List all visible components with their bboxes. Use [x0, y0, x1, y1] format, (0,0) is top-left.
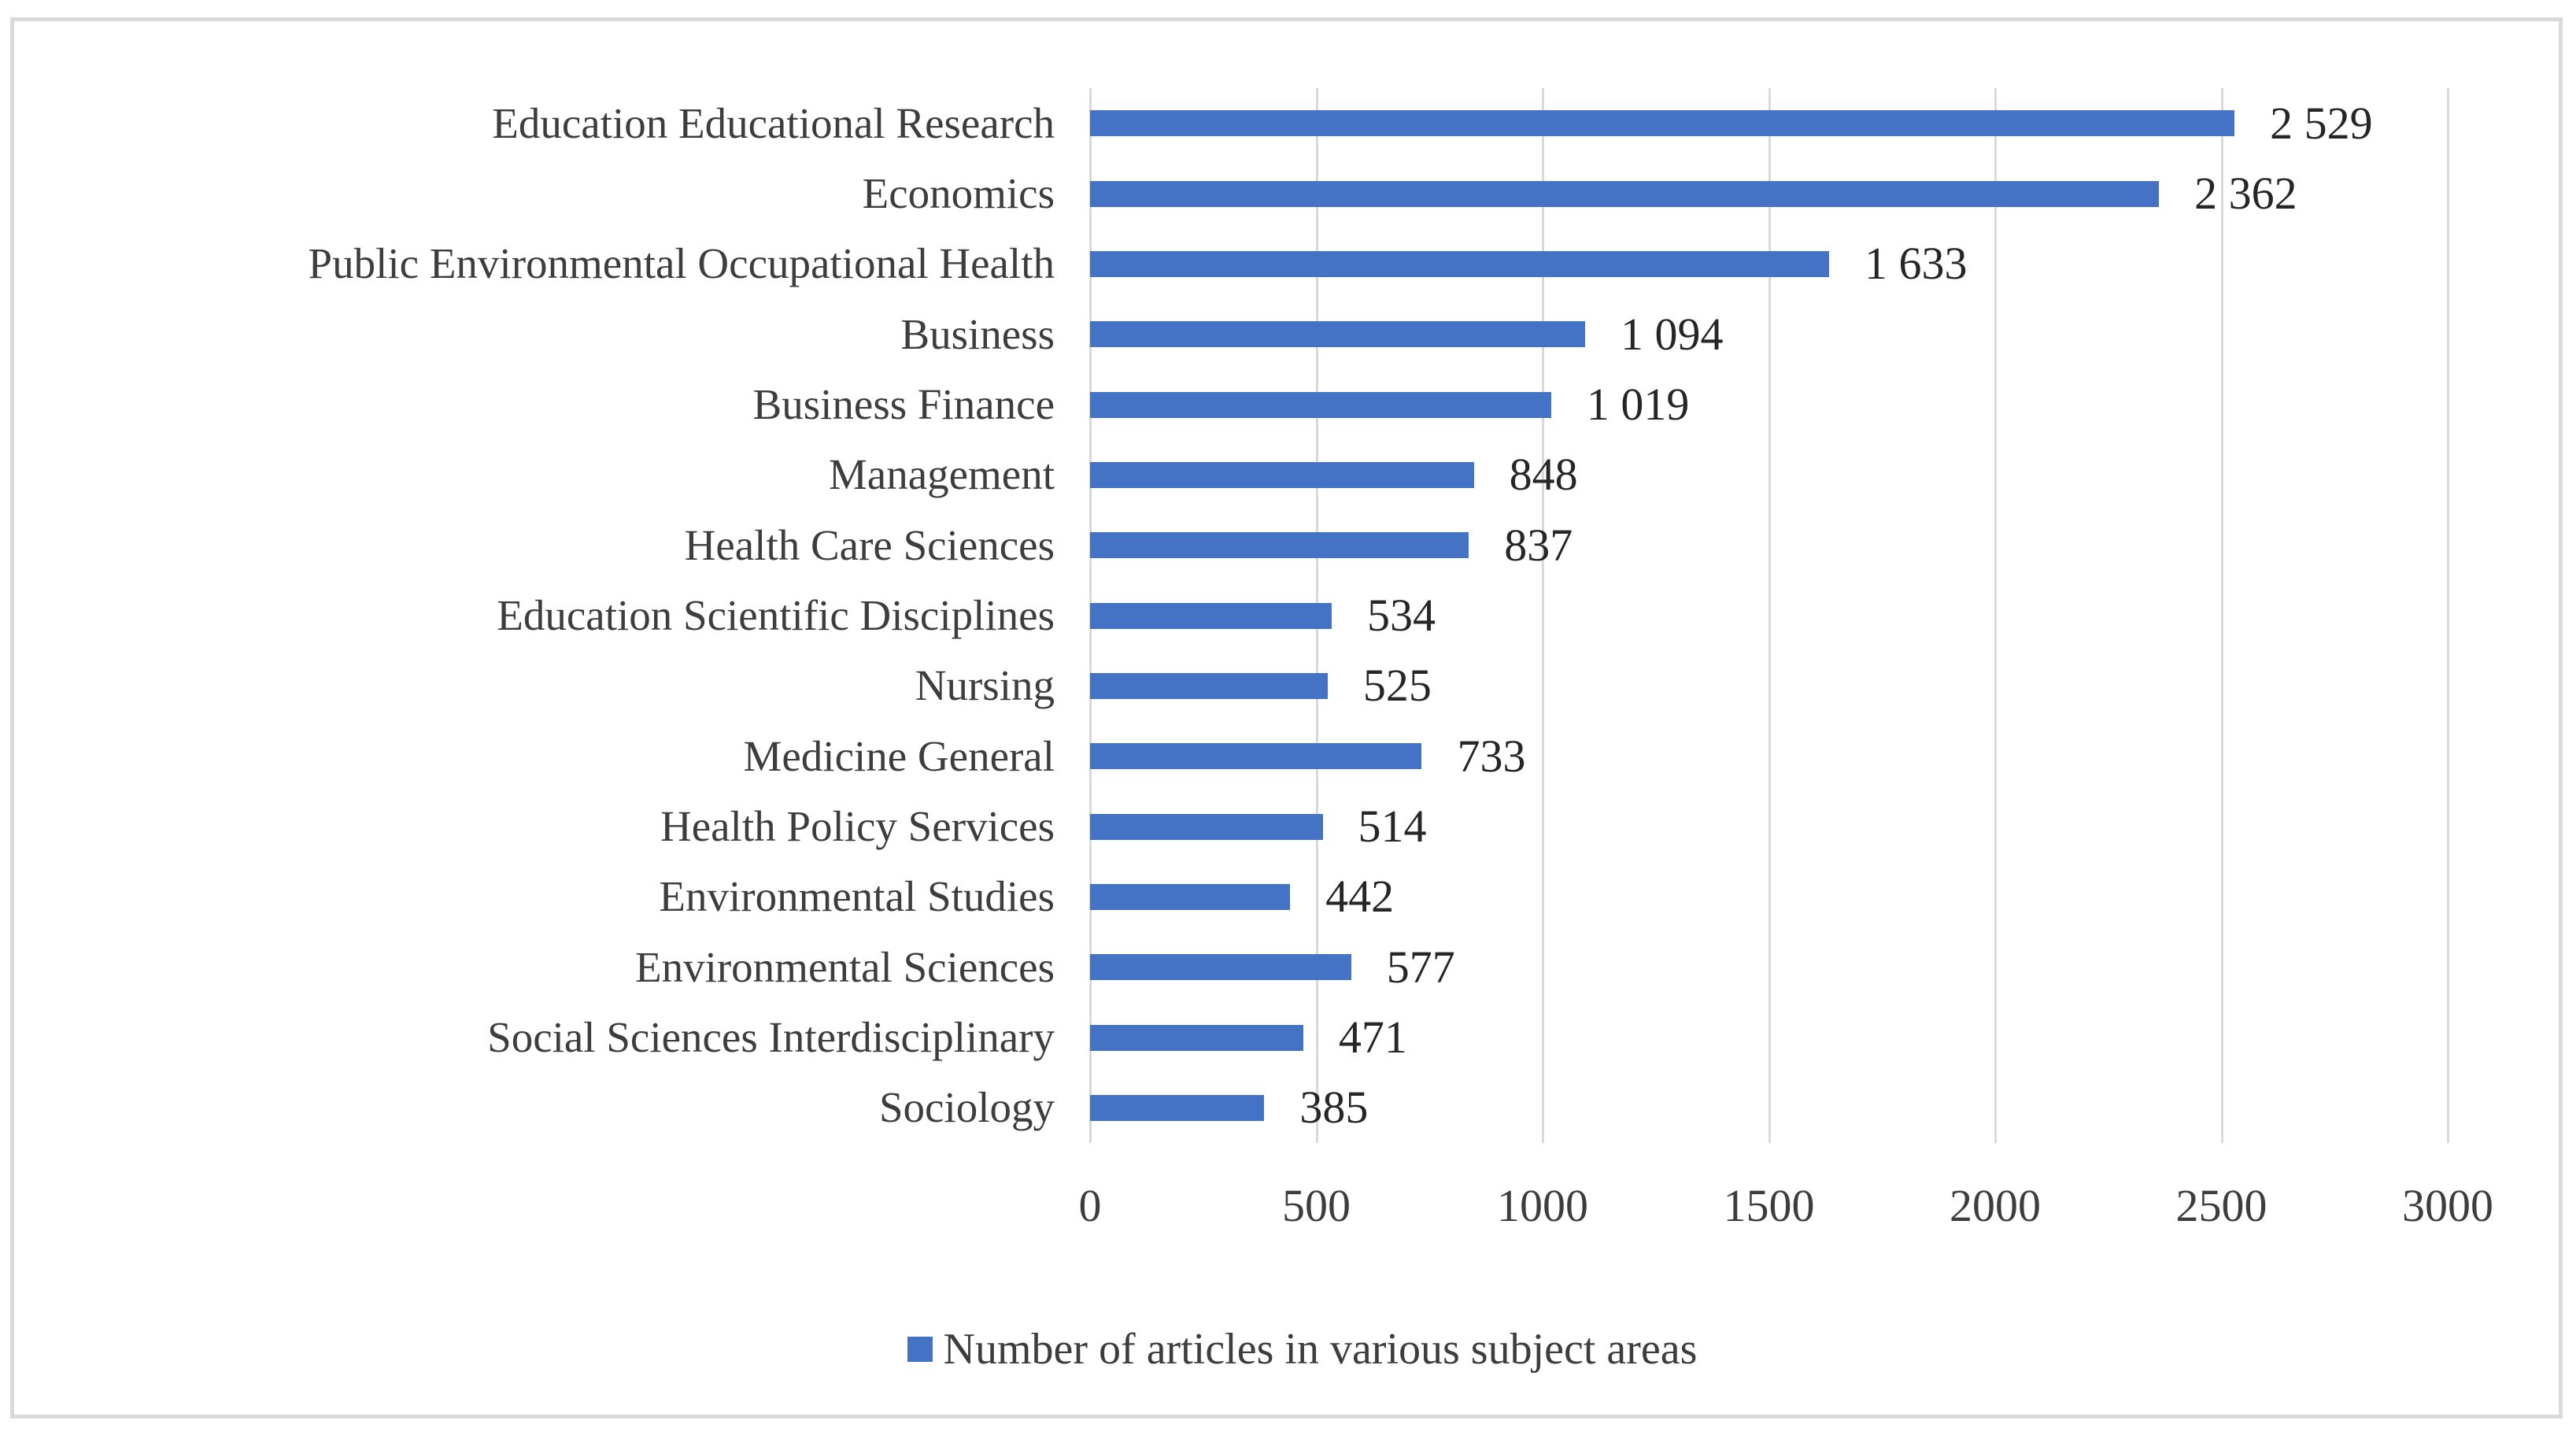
bar — [1090, 1024, 1303, 1051]
bar — [1090, 180, 2160, 207]
value-label: 525 — [1362, 660, 1432, 712]
legend: Number of articles in various subject ar… — [14, 1324, 2576, 1374]
value-label: 2 362 — [2194, 168, 2297, 219]
x-gridline — [1994, 88, 1997, 1143]
x-tick-label: 1500 — [1723, 1180, 1815, 1231]
value-label: 534 — [1367, 590, 1436, 641]
x-gridline — [2220, 88, 2223, 1143]
bar — [1090, 602, 1332, 629]
legend-label: Number of articles in various subject ar… — [943, 1325, 1698, 1374]
x-tick-label: 1000 — [1497, 1180, 1588, 1231]
category-label: Public Environmental Occupational Health — [308, 239, 1055, 288]
x-tick-label: 3000 — [2402, 1180, 2493, 1231]
category-label: Social Sciences Interdisciplinary — [487, 1013, 1055, 1061]
value-label: 577 — [1386, 941, 1455, 993]
x-gridline — [1768, 88, 1771, 1143]
value-label: 471 — [1338, 1012, 1407, 1063]
value-label: 1 633 — [1864, 238, 1968, 290]
bar — [1090, 461, 1474, 488]
value-label: 1 094 — [1621, 308, 1724, 360]
category-label: Business — [900, 309, 1055, 358]
x-gridline — [1542, 88, 1544, 1143]
category-label: Sociology — [878, 1083, 1055, 1132]
value-label: 848 — [1509, 449, 1578, 501]
bar — [1090, 883, 1291, 910]
value-label: 837 — [1504, 519, 1573, 571]
bar — [1090, 1094, 1265, 1121]
category-label: Education Scientific Disciplines — [497, 591, 1055, 639]
category-label: Education Educational Research — [492, 98, 1055, 147]
value-label: 385 — [1299, 1082, 1369, 1134]
category-label: Nursing — [915, 661, 1055, 710]
category-label: Business Finance — [752, 380, 1055, 428]
category-label: Management — [828, 450, 1055, 499]
x-tick-label: 2000 — [1950, 1180, 2041, 1231]
bar — [1090, 672, 1328, 699]
chart-frame: Number of articles in various subject ar… — [10, 17, 2563, 1419]
bar — [1090, 321, 1586, 348]
x-tick-label: 0 — [1078, 1180, 1102, 1231]
bar — [1090, 954, 1351, 981]
x-tick-label: 500 — [1282, 1180, 1351, 1231]
category-label: Environmental Studies — [659, 872, 1055, 921]
category-label: Health Care Sciences — [684, 520, 1055, 569]
value-label: 514 — [1358, 801, 1427, 852]
bar — [1090, 250, 1829, 277]
bar — [1090, 532, 1469, 559]
value-label: 1 019 — [1586, 379, 1690, 430]
x-tick-label: 2500 — [2175, 1180, 2267, 1231]
value-label: 733 — [1457, 730, 1526, 782]
legend-swatch-icon — [907, 1337, 933, 1362]
category-label: Health Policy Services — [660, 802, 1055, 850]
category-label: Economics — [862, 169, 1055, 217]
category-label: Medicine General — [743, 731, 1055, 780]
bar — [1090, 743, 1422, 770]
value-label: 442 — [1325, 871, 1395, 923]
bar — [1090, 391, 1551, 418]
value-label: 2 529 — [2270, 97, 2373, 149]
category-label: Environmental Sciences — [634, 942, 1055, 991]
bar — [1090, 110, 2235, 137]
bar — [1090, 813, 1323, 840]
x-gridline — [2447, 88, 2449, 1143]
